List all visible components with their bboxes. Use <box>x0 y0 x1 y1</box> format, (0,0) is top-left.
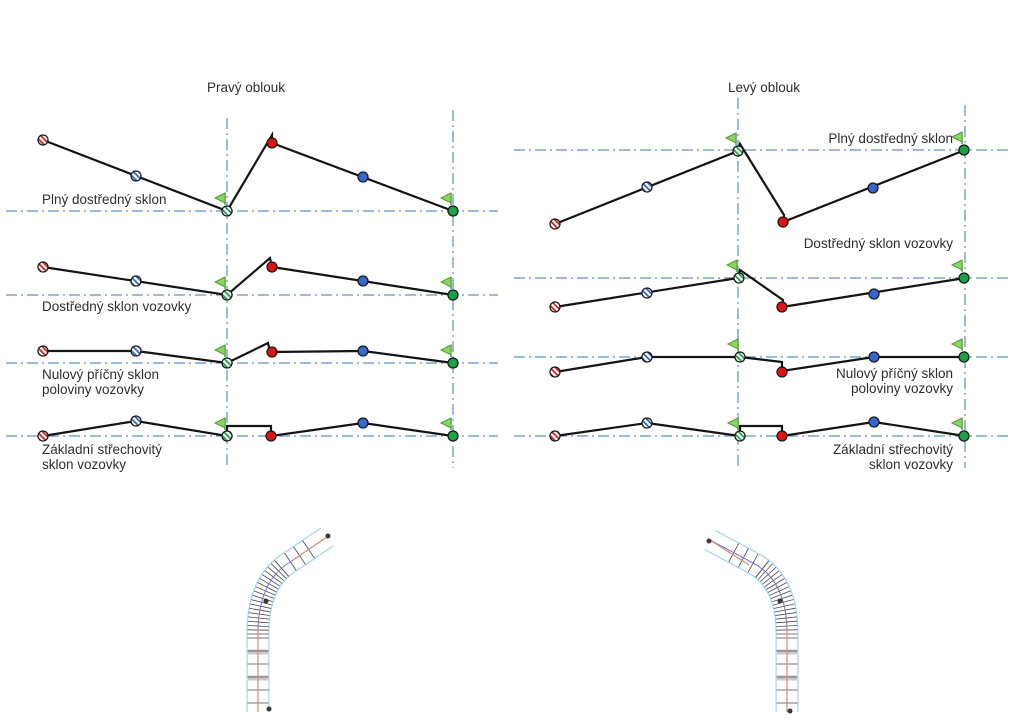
marker-hatched-blue <box>130 275 142 287</box>
marker-solid-blue <box>357 171 369 183</box>
marker-hatched-green <box>733 272 745 284</box>
marker-hatched-blue <box>641 181 653 193</box>
marker-solid-red <box>776 430 788 442</box>
marker-hatched-red <box>549 366 561 378</box>
flag-icon <box>950 417 963 429</box>
title-levy-oblouk: Levý oblouk <box>727 80 801 95</box>
flag-icon <box>213 417 226 429</box>
flag-icon <box>213 276 226 288</box>
marker-solid-red <box>266 346 278 358</box>
marker-hatched-red <box>37 430 49 442</box>
road-point <box>266 706 272 712</box>
marker-hatched-blue <box>130 170 142 182</box>
road-centerline-red <box>709 539 750 566</box>
marker-solid-blue <box>868 288 880 300</box>
label-nulovy-pricny-sklon-left: Nulový příčný sklon poloviny vozovky <box>42 367 160 397</box>
flag-icon <box>725 259 738 271</box>
marker-solid-green <box>447 430 459 442</box>
flag-icon <box>439 344 452 356</box>
marker-hatched-red <box>37 134 49 146</box>
label-plny-dostredny-sklon-left: Plný dostředný sklon <box>42 192 167 207</box>
marker-solid-red <box>266 261 278 273</box>
slope-profile-line <box>43 341 454 365</box>
road-point <box>325 533 331 539</box>
flag-icon <box>213 344 226 356</box>
marker-hatched-blue <box>641 417 653 429</box>
marker-hatched-red <box>37 345 49 357</box>
marker-solid-blue <box>357 345 369 357</box>
label-dostredny-sklon-vozovky-right: Dostředný sklon vozovky <box>803 236 953 251</box>
marker-hatched-red <box>549 218 561 230</box>
marker-solid-red <box>266 137 278 149</box>
marker-hatched-red <box>549 430 561 442</box>
marker-solid-green <box>447 205 459 217</box>
marker-hatched-blue <box>130 415 142 427</box>
flag-icon <box>726 417 739 429</box>
slope-profile-line <box>554 268 966 309</box>
marker-hatched-blue <box>130 345 142 357</box>
marker-hatched-green <box>734 351 746 363</box>
marker-hatched-green <box>221 430 233 442</box>
flag-icon <box>724 132 737 144</box>
slope-profile-line <box>42 419 454 438</box>
slope-profile-line <box>42 130 454 213</box>
marker-hatched-blue <box>641 351 653 363</box>
marker-solid-green <box>958 272 970 284</box>
marker-solid-green <box>958 351 970 363</box>
marker-hatched-green <box>221 289 233 301</box>
flag-icon <box>213 192 226 204</box>
flag-icon <box>439 276 452 288</box>
marker-solid-blue <box>867 182 879 194</box>
marker-hatched-green <box>221 205 233 217</box>
flag-icon <box>439 192 452 204</box>
flag-icon <box>950 131 963 143</box>
road-point <box>263 598 269 604</box>
label-zakladni-strechovity-right: Základní střechovitý sklon vozovky <box>832 442 953 472</box>
road-point <box>777 598 783 604</box>
label-zakladni-strechovity-left: Základní střechovitý sklon vozovky <box>42 442 163 472</box>
road-point <box>706 538 712 544</box>
flag-icon <box>726 338 739 350</box>
marker-solid-red <box>776 366 788 378</box>
slope-profile-line <box>554 141 966 226</box>
slope-profile-line <box>554 420 966 438</box>
label-plny-dostredny-sklon-right: Plný dostředný sklon <box>828 131 953 146</box>
marker-solid-blue <box>357 417 369 429</box>
slope-profile-line <box>42 255 454 297</box>
marker-solid-blue <box>357 275 369 287</box>
marker-solid-red <box>776 301 788 313</box>
marker-hatched-red <box>549 301 561 313</box>
marker-hatched-green <box>732 145 744 157</box>
marker-solid-blue <box>868 351 880 363</box>
marker-hatched-red <box>37 261 49 273</box>
road-point <box>787 708 793 714</box>
road-centerline-red <box>292 536 328 561</box>
marker-solid-green <box>447 289 459 301</box>
marker-solid-green <box>958 430 970 442</box>
label-dostredny-sklon-vozovky-left: Dostředný sklon vozovky <box>42 299 192 314</box>
marker-solid-green <box>958 144 970 156</box>
marker-solid-green <box>447 357 459 369</box>
marker-solid-red <box>265 430 277 442</box>
flag-icon <box>950 338 963 350</box>
marker-hatched-green <box>221 357 233 369</box>
label-nulovy-pricny-sklon-right: Nulový příčný sklon poloviny vozovky <box>835 366 953 396</box>
marker-hatched-blue <box>641 287 653 299</box>
marker-solid-blue <box>868 416 880 428</box>
title-pravy-oblouk: Pravý oblouk <box>206 80 286 95</box>
marker-hatched-green <box>734 430 746 442</box>
flag-icon <box>950 259 963 271</box>
marker-solid-red <box>777 216 789 228</box>
flag-icon <box>439 417 452 429</box>
